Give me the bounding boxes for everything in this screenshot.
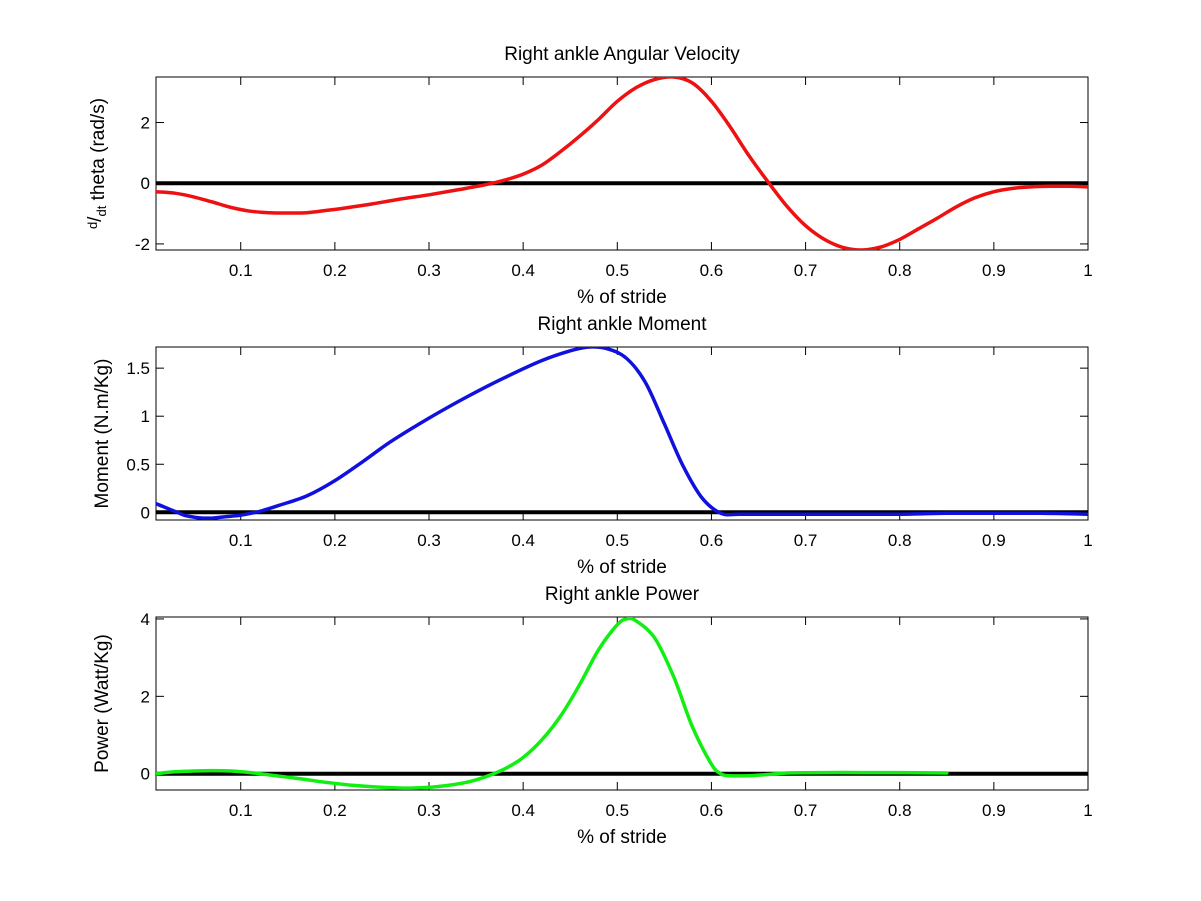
chart-1-ylabel-sub: dt [94, 205, 109, 216]
chart-2-xtick-label: 0.4 [511, 531, 535, 550]
chart-2-xtick-label: 0.9 [982, 531, 1006, 550]
chart-3-plot-area [155, 616, 1089, 791]
chart-1-ylabel-sup: d [85, 222, 100, 229]
chart-3-xtick-label: 0.4 [511, 801, 535, 820]
chart-3-ytick-label: 2 [141, 687, 150, 706]
chart-3-series-line [156, 617, 949, 790]
chart-1-xtick-label: 0.9 [982, 261, 1006, 280]
chart-1-ylabel-text: theta (rad/s) [88, 98, 109, 206]
chart-2-ytick-label: 1.5 [126, 359, 150, 378]
chart-1-xtick-label: 0.7 [794, 261, 818, 280]
chart-2-plot-area [155, 346, 1089, 521]
chart-2: 0.1 0.2 0.3 0.4 0.5 0.6 0.7 0.8 0.9 1 0 0.5 1 1.5 Righ… [92, 314, 1093, 578]
chart-3-xtick-label: 0.8 [888, 801, 912, 820]
chart-2-xtick-label: 0.7 [794, 531, 818, 550]
chart-2-xtick-label: 1 [1083, 531, 1092, 550]
chart-1-xtick-label: 0.2 [323, 261, 347, 280]
chart-1-ytick-label: 2 [141, 114, 150, 133]
chart-3-xtick-label: 0.5 [605, 801, 629, 820]
chart-3-xlabel: % of stride [577, 827, 667, 848]
chart-3-xtick-label: 0.3 [417, 801, 441, 820]
chart-1: 0.1 0.2 0.3 0.4 0.5 0.6 0.7 0.8 0.9 1 -2 0 2 Right an… [85, 44, 1093, 308]
chart-3-xtick-label: 0.1 [229, 801, 253, 820]
chart-3-ylabel: Power (Watt/Kg) [92, 634, 113, 773]
chart-3-xtick-label: 0.2 [323, 801, 347, 820]
chart-2-xtick-label: 0.5 [605, 531, 629, 550]
chart-1-ylabel-slash: / [85, 216, 106, 222]
chart-1-xtick-label: 0.3 [417, 261, 441, 280]
chart-2-ylabel: Moment (N.m/Kg) [92, 359, 113, 509]
chart-1-series-line [156, 77, 1088, 250]
chart-3-title: Right ankle Power [545, 584, 700, 605]
chart-2-xlabel: % of stride [577, 557, 667, 578]
chart-1-ytick-label: -2 [135, 235, 150, 254]
chart-2-ytick-label: 1 [141, 407, 150, 426]
chart-2-ytick-label: 0 [141, 503, 150, 522]
chart-3-ytick-label: 0 [141, 765, 150, 784]
chart-1-plot-area [155, 76, 1089, 251]
chart-2-xtick-label: 0.8 [888, 531, 912, 550]
chart-1-xtick-label: 0.5 [605, 261, 629, 280]
chart-3-ytick-label: 4 [141, 610, 150, 629]
chart-2-series-line [156, 347, 1088, 520]
chart-2-xtick-label: 0.3 [417, 531, 441, 550]
chart-1-ytick-label: 0 [141, 174, 150, 193]
chart-2-xtick-label: 0.6 [700, 531, 724, 550]
chart-1-xtick-label: 0.8 [888, 261, 912, 280]
chart-2-ytick-label: 0.5 [126, 455, 150, 474]
chart-1-xtick-label: 0.6 [700, 261, 724, 280]
chart-2-xtick-label: 0.1 [229, 531, 253, 550]
chart-2-title: Right ankle Moment [538, 314, 708, 335]
chart-1-xtick-label: 1 [1083, 261, 1092, 280]
chart-1-ylabel: d/dt theta (rad/s) [85, 98, 109, 229]
chart-1-xtick-label: 0.4 [511, 261, 535, 280]
chart-3-xtick-label: 0.9 [982, 801, 1006, 820]
chart-3-xtick-label: 0.7 [794, 801, 818, 820]
chart-1-title: Right ankle Angular Velocity [504, 44, 740, 65]
chart-1-xtick-label: 0.1 [229, 261, 253, 280]
chart-1-xlabel: % of stride [577, 287, 667, 308]
chart-3: 0.1 0.2 0.3 0.4 0.5 0.6 0.7 0.8 0.9 1 0 2 4 Right ank… [92, 584, 1093, 848]
chart-3-xtick-label: 1 [1083, 801, 1092, 820]
chart-3-xtick-label: 0.6 [700, 801, 724, 820]
chart-2-xtick-label: 0.2 [323, 531, 347, 550]
